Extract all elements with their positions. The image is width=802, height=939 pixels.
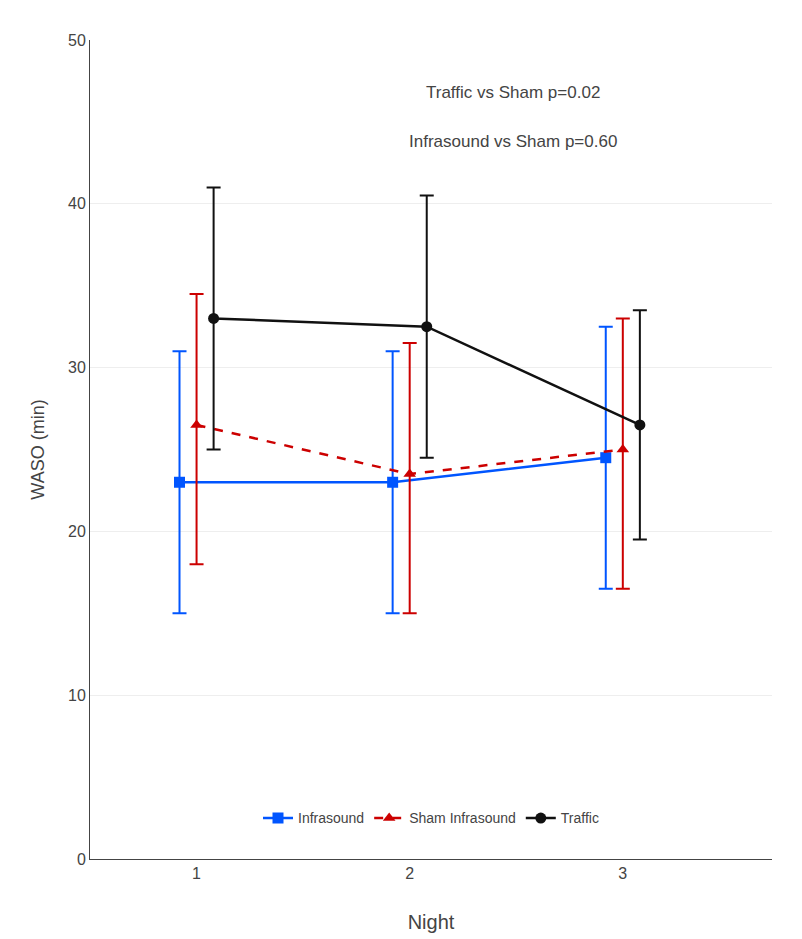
svg-text:Infrasound: Infrasound [298,810,364,826]
svg-text:Infrasound vs Sham p=0.60: Infrasound vs Sham p=0.60 [409,132,617,151]
svg-text:3: 3 [618,865,627,882]
svg-text:0: 0 [77,851,86,868]
svg-text:10: 10 [68,687,86,704]
svg-text:1: 1 [192,865,201,882]
svg-text:30: 30 [68,359,86,376]
svg-text:Night: Night [408,911,455,933]
svg-text:WASO (min): WASO (min) [28,399,48,499]
svg-text:Sham Infrasound: Sham Infrasound [409,810,516,826]
svg-text:2: 2 [405,865,414,882]
svg-text:Traffic: Traffic [561,810,599,826]
svg-text:40: 40 [68,195,86,212]
svg-text:20: 20 [68,523,86,540]
svg-text:Traffic vs Sham p=0.02: Traffic vs Sham p=0.02 [426,83,600,102]
svg-text:50: 50 [68,32,86,49]
